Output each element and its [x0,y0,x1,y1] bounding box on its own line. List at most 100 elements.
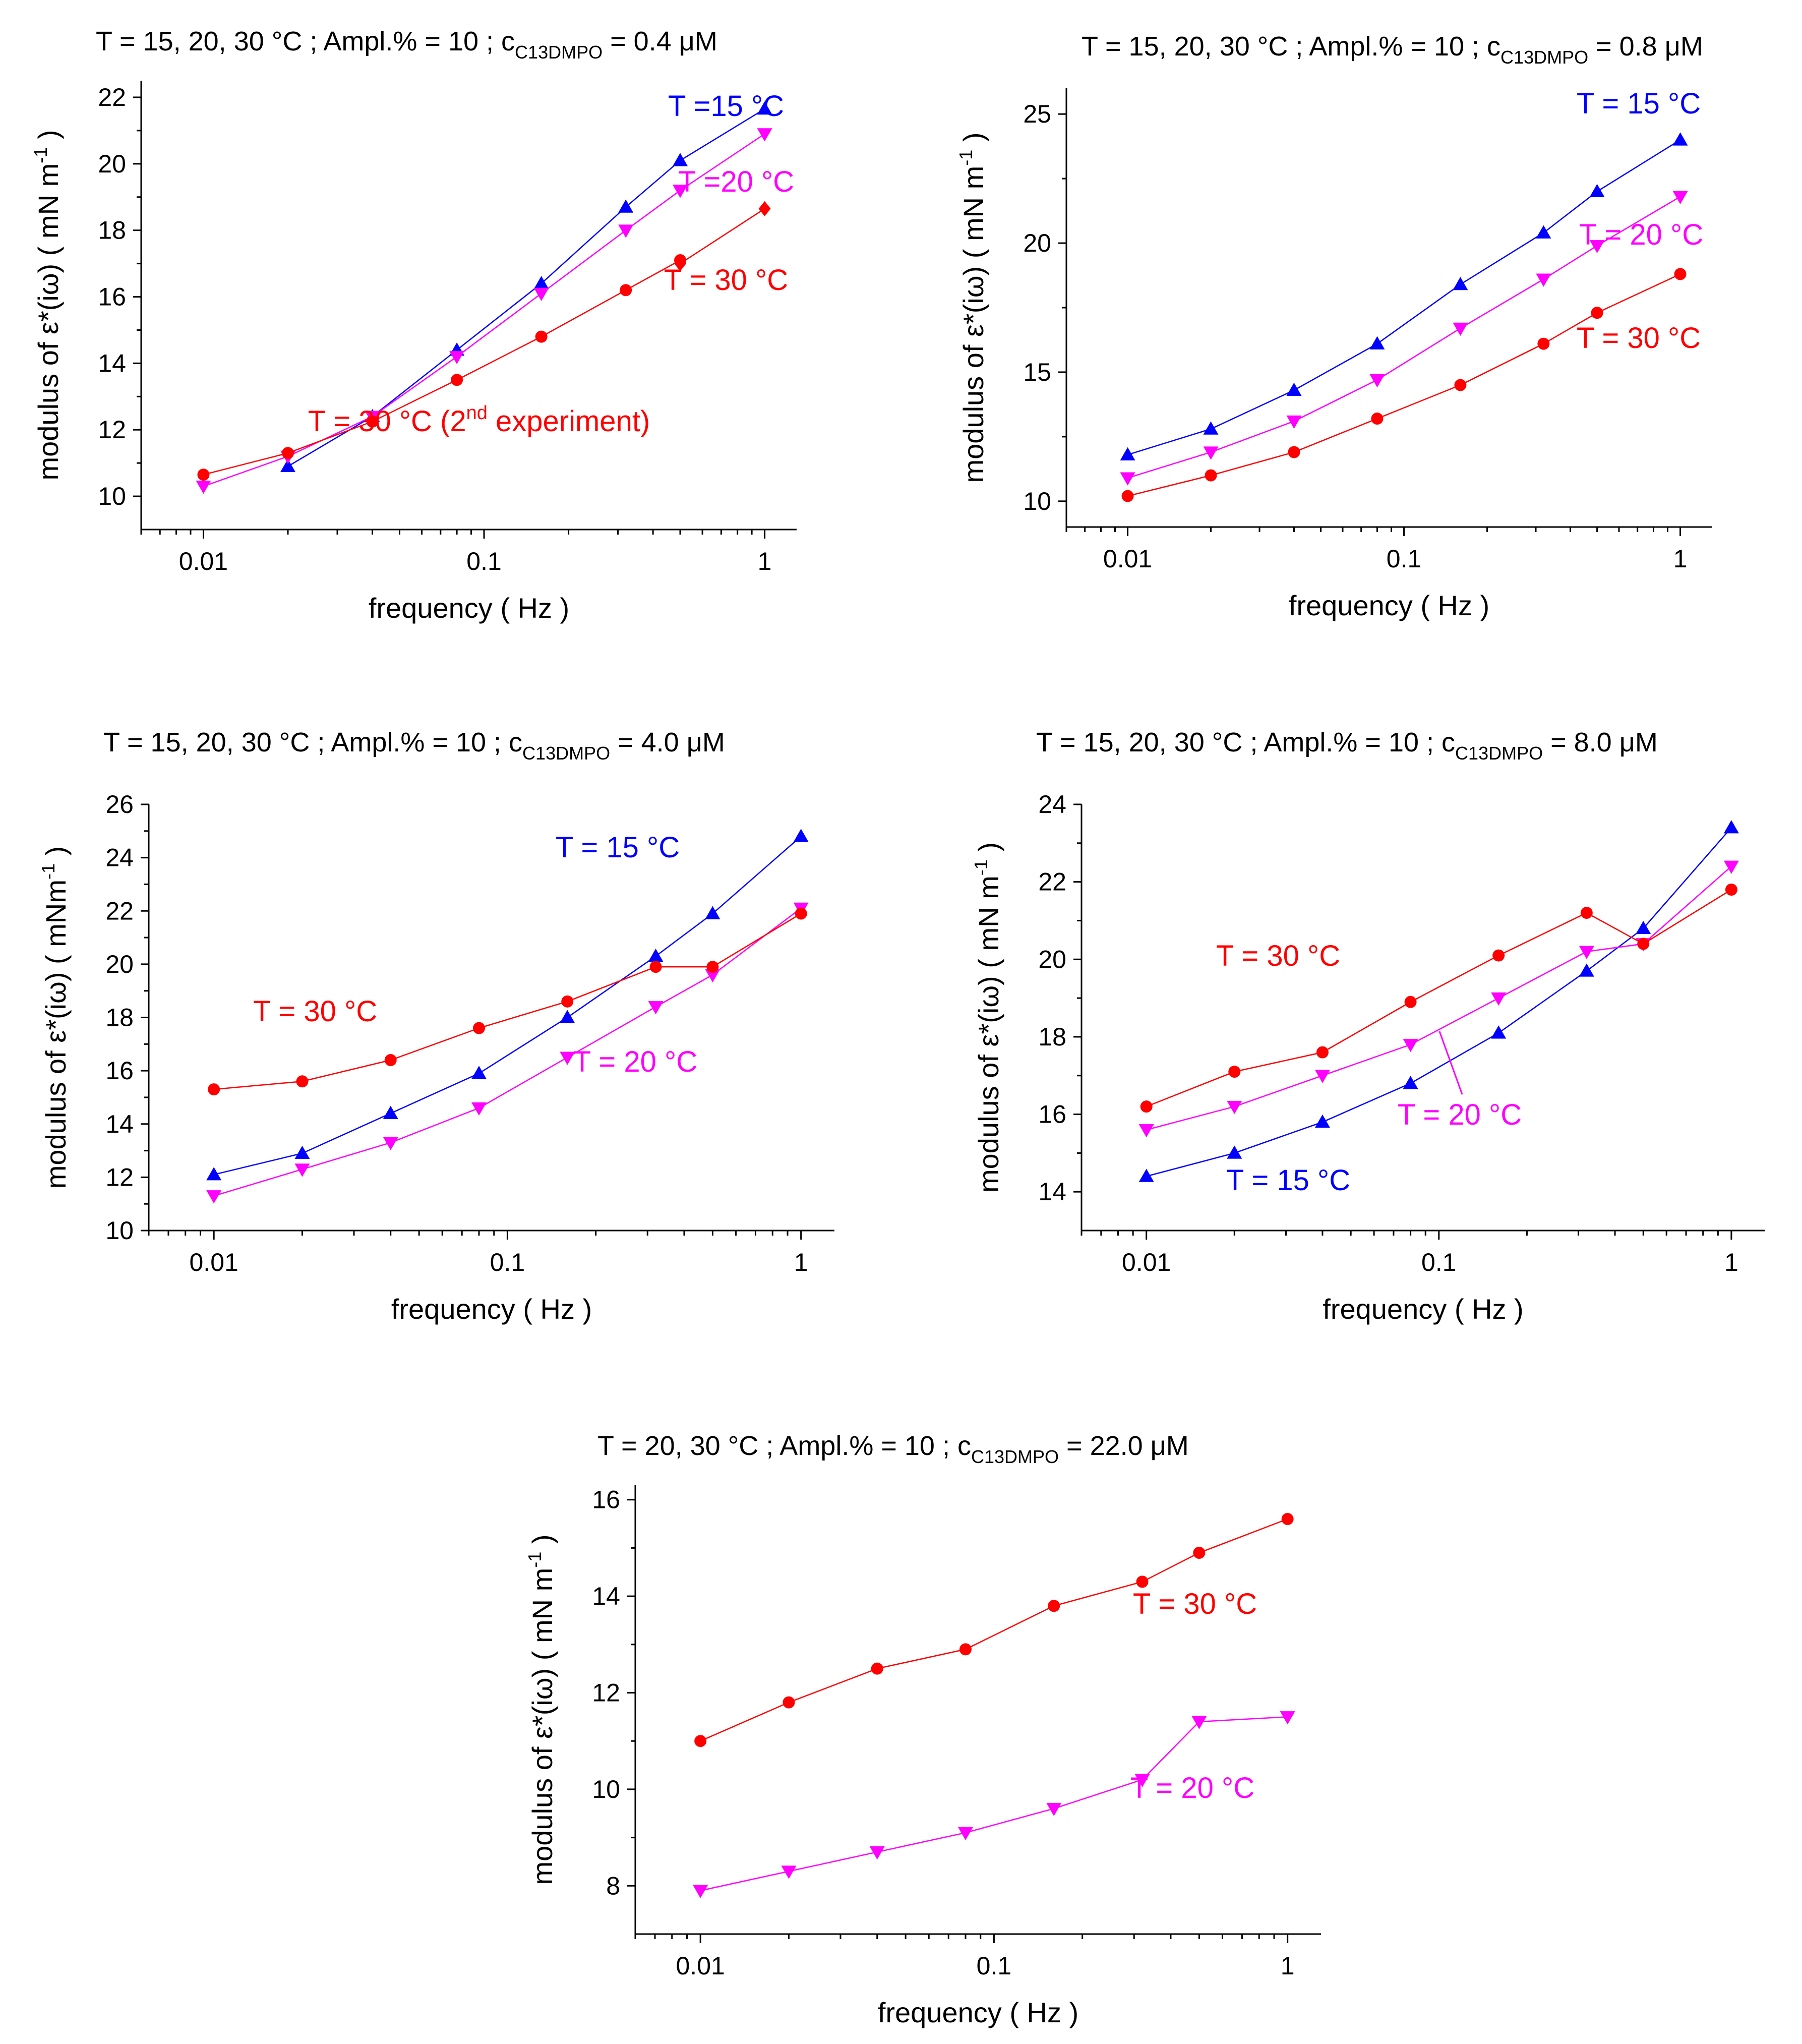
data-point [649,961,662,973]
series-line [700,1716,1288,1892]
data-point [1227,1145,1242,1159]
y-tick-label: 8 [606,1872,620,1900]
data-point [869,1846,885,1860]
y-axis-label-sup: -1 [524,1552,545,1568]
series-t-15-c [1120,132,1688,460]
chart-panel-5: 8 10 12 14 16 0.01 0.1 1 frequency ( Hz ) modulus… [524,1431,1321,2028]
y-tick-label: 16 [105,1057,134,1085]
data-point [471,1066,487,1079]
data-point [959,1643,972,1656]
data-point [1138,1124,1154,1138]
data-point [1048,1600,1060,1612]
y-tick-label: 12 [105,1163,134,1191]
data-point [282,447,294,459]
data-point [694,1735,707,1747]
data-point [1369,336,1385,349]
data-point [1672,132,1688,146]
data-point [1453,276,1468,290]
y-axis-label-end: ) [973,842,1004,859]
data-point [1536,273,1551,287]
y-tick-label: 14 [1038,1178,1066,1206]
y-axis-label-main: modulus of ε*(iω) ( mN m [957,166,989,483]
data-point [1723,820,1739,834]
data-point [1286,382,1302,396]
series-annotation: T = 15 °C [1577,87,1701,120]
chart-title: T = 15, 20, 30 °C ; Ampl.% = 10 ; cC13DM… [103,727,725,764]
y-tick-label: 22 [105,897,134,925]
data-point [1193,1546,1206,1559]
data-point [1134,1774,1150,1787]
data-point [1046,1802,1062,1817]
y-axis-label: modulus of ε*(iω) ( mN m-1 ) [971,842,1004,1193]
chart-title-suffix: = 0.4 μM [603,26,717,56]
series-annotation: T = 20 °C [573,1045,697,1078]
series-t-20-c [693,1711,1295,1898]
data-point [1203,421,1219,435]
data-point [1121,490,1134,502]
data-point [757,101,772,115]
data-point [208,1083,220,1096]
data-point [1314,1070,1330,1083]
y-tick-label: 10 [105,1216,134,1245]
y-tick-label: 22 [1038,868,1066,896]
y-axis-label-sup: -1 [30,147,51,163]
data-point [535,330,548,343]
y-axis-label-main: modulus of ε*(iω) ( mNm [40,880,72,1189]
data-point [451,374,463,386]
chart-title-prefix: T = 15, 20, 30 °C ; Ampl.% = 10 ; c [96,26,515,56]
data-point [1205,469,1217,482]
series-line [1127,139,1681,455]
annotation-text: T = 20 °C [1130,1772,1254,1804]
y-axis-label-end: ) [32,130,64,147]
y-tick-label: 26 [105,790,134,819]
y-tick-label: 20 [105,950,134,978]
data-point [757,128,772,142]
annotation-text: T =20 °C [678,165,794,198]
data-point [1492,949,1505,962]
series-line [1127,273,1681,497]
data-point [1672,191,1688,204]
x-tick-label: 1 [1673,545,1688,573]
data-point [1280,1711,1295,1725]
y-axis-label-main: modulus of ε*(iω) ( mN m [526,1568,558,1885]
series-annotation: T = 30 °C (2nd experiment) [308,402,650,438]
data-point [1404,996,1417,1008]
series-t-30-c [208,907,807,1096]
data-point [206,1167,222,1181]
data-point [1120,447,1135,460]
annotation-pointer [1438,1031,1463,1095]
data-point [383,1137,398,1150]
data-point [793,829,809,842]
chart-title: T = 15, 20, 30 °C ; Ampl.% = 10 ; cC13DM… [1036,727,1658,764]
data-point [706,961,719,973]
data-point [1288,446,1300,458]
y-tick-label: 12 [98,416,126,444]
data-point [533,276,549,289]
y-tick-label: 14 [98,349,126,377]
y-tick-label: 20 [98,150,126,178]
x-tick-label: 0.1 [1387,545,1422,573]
chart-title-subscript: C13DMPO [522,743,610,764]
series-t-30-c [1121,268,1687,502]
x-axis-label: frequency ( Hz ) [878,1997,1078,2028]
y-tick-label: 22 [98,83,126,111]
data-point [618,199,634,213]
data-point [1203,446,1219,460]
x-axis-label: frequency ( Hz ) [391,1293,592,1325]
y-axis-label-end: ) [957,132,989,149]
data-point [648,949,664,962]
data-point [1537,337,1550,350]
data-point [1228,1066,1241,1078]
y-tick-label: 15 [1023,358,1051,386]
x-tick-label: 1 [758,547,772,575]
data-point [673,185,688,198]
y-axis-label-end: ) [526,1534,558,1551]
data-point [294,1163,310,1177]
y-axis-label: modulus of ε*(iω) ( mN m-1 ) [955,132,989,483]
x-tick-label: 1 [1724,1248,1738,1276]
y-axis-label-end: ) [40,846,72,863]
data-point [1140,1100,1153,1113]
data-point [1369,374,1385,388]
series-annotation: T =20 °C [678,165,794,198]
annotation-text: T = 30 °C [253,995,377,1028]
